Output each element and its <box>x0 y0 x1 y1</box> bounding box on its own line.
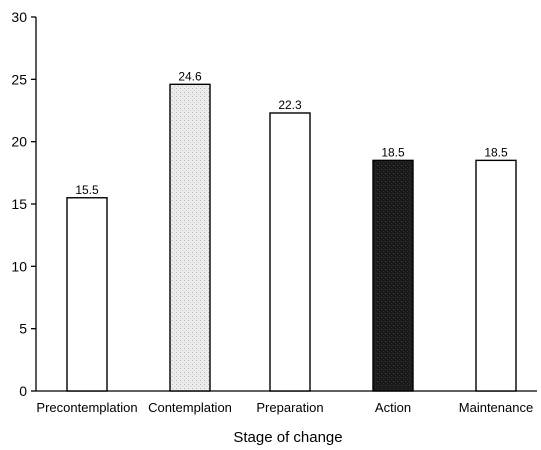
x-axis-title: Stage of change <box>233 429 342 446</box>
y-tick-label: 25 <box>11 71 27 87</box>
y-axis: 0 5 10 15 20 25 30 <box>11 9 37 399</box>
data-label-action: 18.5 <box>381 145 405 159</box>
x-axis: Precontemplation Contemplation Preparation… <box>36 390 537 415</box>
bar-precontemplation <box>66 197 108 392</box>
bar-action <box>372 159 414 392</box>
x-tick-label-contemplation: Contemplation <box>148 400 232 415</box>
y-tick-label: 5 <box>19 321 27 337</box>
data-labels: 15.5 24.6 22.3 18.5 18.5 <box>75 69 508 196</box>
data-label-preparation: 22.3 <box>278 98 302 112</box>
bar-maintenance <box>475 159 517 392</box>
x-tick-label-preparation: Preparation <box>256 400 323 415</box>
bar-contemplation <box>169 83 211 392</box>
data-label-maintenance: 18.5 <box>484 145 508 159</box>
x-tick-label-action: Action <box>375 400 411 415</box>
y-tick-label: 0 <box>19 383 27 399</box>
x-tick-label-maintenance: Maintenance <box>459 400 533 415</box>
y-tick-label: 20 <box>11 134 27 150</box>
data-label-contemplation: 24.6 <box>178 69 202 83</box>
bars <box>66 83 517 392</box>
y-tick-label: 10 <box>11 258 27 274</box>
y-tick-label: 30 <box>11 9 27 25</box>
x-tick-label-precontemplation: Precontemplation <box>36 400 137 415</box>
bar-preparation <box>269 112 311 392</box>
data-label-precontemplation: 15.5 <box>75 183 99 197</box>
y-tick-label: 15 <box>11 196 27 212</box>
